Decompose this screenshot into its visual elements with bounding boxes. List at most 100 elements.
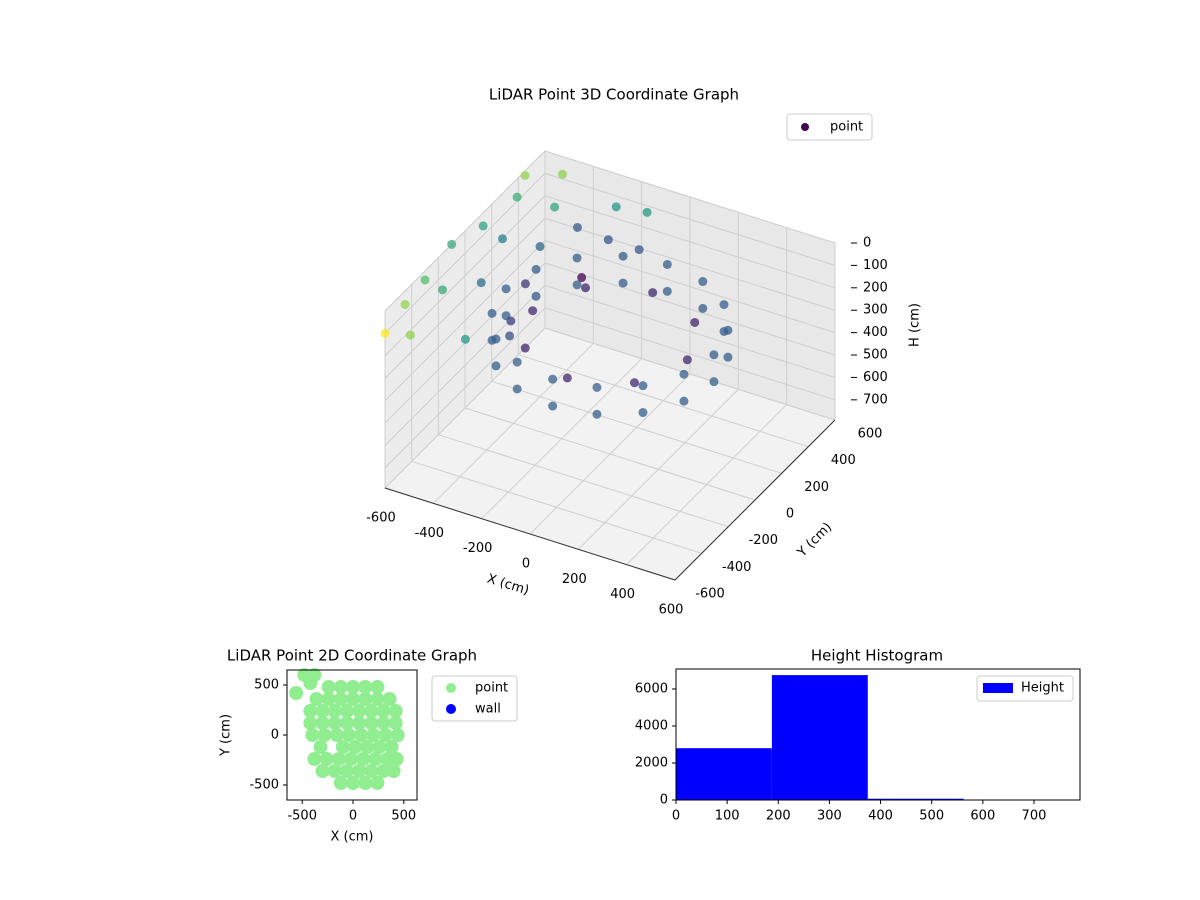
point (501, 284, 511, 294)
point (370, 692, 385, 706)
point (358, 692, 373, 706)
point (333, 680, 348, 694)
grid-line (544, 195, 836, 289)
point (319, 752, 334, 766)
legend-marker (801, 123, 809, 131)
plot-frame (675, 668, 1081, 801)
point (679, 396, 689, 406)
point (679, 369, 689, 379)
point (512, 192, 522, 202)
point (478, 221, 488, 231)
point (307, 752, 322, 766)
point (562, 373, 572, 383)
point (690, 317, 700, 327)
point (346, 680, 361, 694)
legend-label: point (830, 120, 863, 135)
x-tick-label: 500 (919, 809, 944, 824)
point (333, 776, 348, 790)
grid-line (544, 262, 836, 356)
grid-line (544, 217, 836, 311)
point (348, 740, 363, 754)
point (512, 357, 522, 367)
grid-line (464, 407, 756, 501)
y-tick-label: 0 (660, 793, 668, 808)
chart-title: LiDAR Point 3D Coordinate Graph (489, 86, 739, 104)
point (335, 740, 350, 754)
point (386, 764, 401, 778)
point (376, 716, 391, 730)
point (356, 752, 371, 766)
point (341, 728, 356, 742)
point (333, 692, 348, 706)
point (400, 299, 410, 309)
grid-line (544, 172, 836, 266)
point (642, 207, 652, 217)
point (682, 355, 692, 365)
point (573, 222, 582, 232)
point (321, 680, 336, 694)
legend-marker (446, 704, 456, 714)
y-tick-label: 200 (804, 480, 829, 495)
point (531, 264, 541, 274)
bar (867, 798, 964, 800)
point (592, 382, 602, 392)
point (476, 278, 486, 288)
point (638, 381, 648, 391)
point (662, 286, 672, 296)
y-tick-label: -200 (749, 533, 779, 548)
point (662, 259, 672, 269)
x-tick-label: 200 (562, 572, 587, 587)
point (327, 704, 342, 718)
z-tick-label: 100 (863, 258, 888, 273)
point (581, 283, 591, 293)
point (577, 273, 587, 283)
point (303, 704, 318, 718)
legend-marker (446, 683, 456, 693)
x-tick-label: 300 (817, 809, 842, 824)
point (339, 716, 354, 730)
grid-line (411, 460, 702, 554)
point (420, 275, 430, 285)
point (307, 668, 322, 682)
x-tick-label: 200 (766, 809, 791, 824)
y-tick-label: -500 (249, 778, 279, 793)
point (339, 704, 354, 718)
point (382, 692, 397, 706)
grid-line (384, 285, 546, 446)
y-tick-label: 6000 (635, 681, 668, 696)
x-tick-label: -500 (287, 809, 317, 824)
point (289, 686, 304, 700)
x-axis-label: X (cm) (331, 830, 374, 845)
point (358, 776, 373, 790)
point (352, 716, 367, 730)
point (531, 291, 541, 301)
chart-title: Height Histogram (811, 647, 943, 665)
point (618, 251, 628, 261)
x-axis-label: X (cm) (485, 572, 531, 599)
z-tick-label: 600 (863, 370, 888, 385)
point (370, 680, 385, 694)
point (460, 334, 470, 344)
point (388, 716, 403, 730)
legend-label: wall (475, 702, 501, 717)
point (535, 242, 545, 252)
x-tick-label: 700 (1022, 809, 1047, 824)
y-axis-label: Y (cm) (219, 714, 234, 757)
x-tick-label: 400 (868, 809, 893, 824)
x-tick-label: 0 (349, 809, 357, 824)
point (321, 692, 336, 706)
point (618, 278, 628, 288)
point (366, 728, 381, 742)
point (709, 350, 719, 360)
point (438, 285, 447, 295)
y-tick-label: 0 (271, 728, 279, 743)
point (390, 728, 405, 742)
point (447, 239, 457, 249)
x-tick-label: 100 (715, 809, 740, 824)
point (303, 716, 318, 730)
z-tick-label: 0 (863, 236, 871, 251)
x-tick-label: -200 (463, 541, 493, 556)
legend-label: Height (1021, 681, 1064, 696)
point (512, 384, 522, 394)
